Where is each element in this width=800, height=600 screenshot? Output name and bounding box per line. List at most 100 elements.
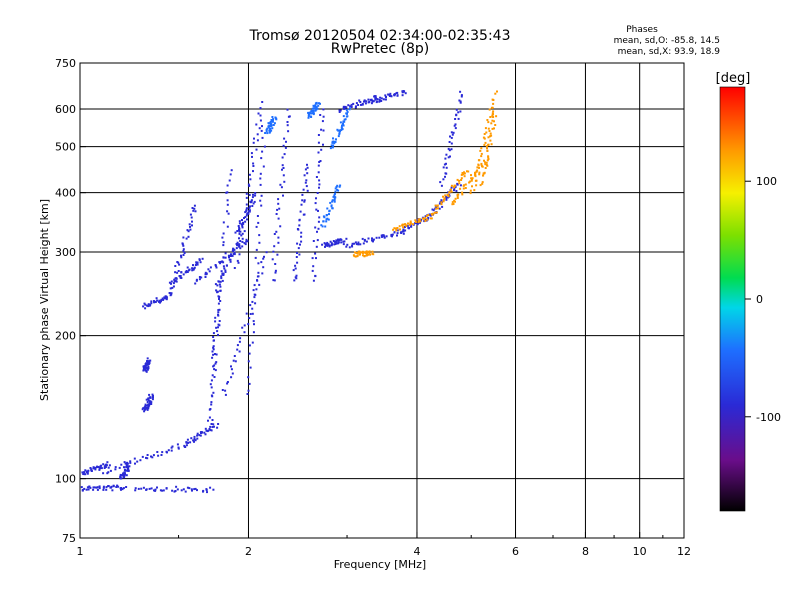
data-point bbox=[247, 360, 250, 363]
data-point bbox=[150, 300, 153, 303]
data-point bbox=[280, 186, 283, 189]
data-point bbox=[171, 445, 174, 448]
data-point bbox=[486, 149, 489, 152]
data-point bbox=[213, 376, 216, 378]
data-point bbox=[492, 102, 495, 105]
data-point bbox=[243, 217, 245, 219]
data-point bbox=[258, 283, 261, 286]
data-point bbox=[331, 200, 334, 203]
data-point bbox=[241, 237, 244, 240]
data-point bbox=[193, 204, 196, 207]
data-point bbox=[244, 211, 247, 214]
data-point bbox=[122, 472, 125, 475]
data-point bbox=[455, 190, 458, 192]
data-point bbox=[389, 92, 392, 95]
data-point bbox=[252, 141, 255, 144]
data-point bbox=[313, 105, 316, 108]
data-point bbox=[333, 199, 336, 202]
data-point bbox=[199, 434, 202, 437]
data-point bbox=[322, 115, 325, 118]
data-point bbox=[186, 486, 189, 489]
data-point bbox=[338, 131, 341, 134]
data-point bbox=[238, 340, 241, 343]
data-point bbox=[333, 198, 336, 201]
data-point bbox=[286, 121, 289, 123]
data-point bbox=[375, 236, 378, 239]
data-point bbox=[316, 192, 319, 194]
data-point bbox=[127, 467, 130, 470]
data-point bbox=[478, 166, 480, 169]
data-point bbox=[212, 348, 215, 351]
data-point bbox=[438, 202, 441, 205]
data-point bbox=[486, 159, 489, 162]
data-point bbox=[355, 105, 357, 108]
data-point bbox=[178, 275, 181, 277]
data-point bbox=[487, 156, 490, 159]
data-point bbox=[489, 116, 492, 118]
data-point bbox=[214, 369, 217, 372]
data-point bbox=[245, 209, 248, 212]
data-point bbox=[395, 227, 397, 230]
data-point bbox=[303, 213, 306, 216]
data-point bbox=[300, 235, 303, 238]
data-point bbox=[219, 262, 222, 265]
data-point bbox=[477, 163, 480, 166]
data-point bbox=[215, 353, 218, 356]
data-point bbox=[180, 276, 183, 279]
data-point bbox=[195, 261, 198, 264]
data-point bbox=[338, 111, 341, 113]
data-point bbox=[453, 184, 456, 187]
data-point bbox=[108, 464, 111, 467]
x-tick-label: 8 bbox=[582, 545, 589, 558]
data-point bbox=[324, 245, 326, 248]
data-point bbox=[218, 283, 221, 286]
data-point bbox=[114, 468, 117, 471]
data-point bbox=[123, 472, 126, 475]
data-point bbox=[448, 191, 451, 194]
data-point bbox=[180, 256, 183, 259]
data-point bbox=[257, 112, 260, 115]
data-point bbox=[185, 270, 188, 272]
data-point bbox=[350, 106, 353, 108]
data-point bbox=[270, 119, 273, 121]
data-point bbox=[453, 189, 455, 192]
data-point bbox=[142, 407, 145, 410]
data-point bbox=[363, 255, 366, 257]
data-point bbox=[233, 267, 236, 269]
data-point bbox=[90, 470, 93, 472]
data-point bbox=[440, 184, 443, 187]
data-point bbox=[241, 326, 244, 329]
data-point bbox=[279, 225, 282, 228]
data-point bbox=[145, 364, 148, 367]
data-point bbox=[146, 304, 148, 307]
data-point bbox=[307, 113, 310, 116]
data-point bbox=[274, 263, 277, 265]
data-point bbox=[143, 406, 146, 409]
data-point bbox=[275, 213, 278, 215]
data-point bbox=[191, 269, 194, 272]
data-point bbox=[252, 320, 255, 323]
data-point bbox=[310, 110, 313, 113]
data-point bbox=[480, 155, 483, 158]
data-point bbox=[331, 146, 334, 149]
data-point bbox=[248, 206, 251, 209]
data-point bbox=[261, 125, 263, 128]
data-point bbox=[189, 225, 191, 228]
data-point bbox=[211, 395, 214, 398]
data-point bbox=[139, 459, 142, 462]
data-point bbox=[146, 368, 149, 371]
data-point bbox=[256, 279, 258, 282]
data-point bbox=[277, 217, 280, 220]
data-point bbox=[355, 243, 358, 246]
data-point bbox=[98, 485, 101, 488]
data-point bbox=[148, 396, 151, 399]
data-point bbox=[334, 187, 337, 190]
data-point bbox=[383, 236, 386, 239]
data-point bbox=[184, 490, 187, 493]
data-point bbox=[273, 233, 276, 235]
data-point bbox=[483, 133, 486, 135]
x-tick-label: 12 bbox=[677, 545, 691, 558]
data-point bbox=[459, 184, 462, 187]
data-point bbox=[194, 264, 197, 266]
data-point bbox=[123, 476, 126, 479]
